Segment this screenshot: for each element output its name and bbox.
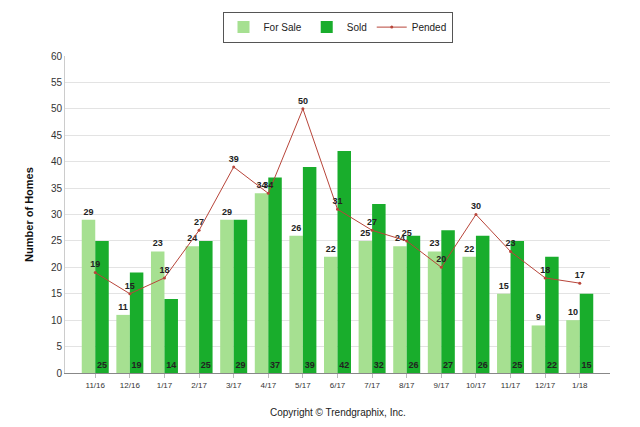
svg-text:1/17: 1/17	[157, 381, 173, 390]
svg-text:18: 18	[540, 265, 550, 275]
svg-text:9/17: 9/17	[434, 381, 450, 390]
svg-text:15: 15	[51, 288, 63, 299]
svg-text:25: 25	[512, 360, 522, 370]
svg-text:26: 26	[291, 223, 301, 233]
svg-text:Pended: Pended	[412, 22, 446, 33]
svg-text:15: 15	[581, 360, 591, 370]
svg-text:27: 27	[443, 360, 453, 370]
svg-text:34: 34	[257, 180, 267, 190]
svg-text:25: 25	[201, 360, 211, 370]
svg-text:7/17: 7/17	[364, 381, 380, 390]
svg-text:27: 27	[194, 217, 204, 227]
svg-text:35: 35	[51, 183, 63, 194]
svg-text:55: 55	[51, 77, 63, 88]
svg-text:39: 39	[229, 154, 239, 164]
svg-text:14: 14	[166, 360, 176, 370]
svg-text:42: 42	[339, 360, 349, 370]
svg-text:11/16: 11/16	[86, 381, 106, 390]
svg-text:37: 37	[270, 360, 280, 370]
svg-text:20: 20	[51, 262, 63, 273]
svg-text:22: 22	[326, 244, 336, 254]
svg-text:31: 31	[332, 196, 342, 206]
svg-text:11/17: 11/17	[501, 381, 521, 390]
svg-text:20: 20	[436, 254, 446, 264]
svg-text:12/17: 12/17	[535, 381, 556, 390]
svg-text:12/16: 12/16	[120, 381, 141, 390]
svg-text:Sold: Sold	[347, 22, 367, 33]
svg-text:22: 22	[547, 360, 557, 370]
svg-text:15: 15	[125, 281, 135, 291]
svg-text:4/17: 4/17	[261, 381, 277, 390]
svg-text:30: 30	[51, 209, 63, 220]
svg-text:23: 23	[506, 238, 516, 248]
svg-text:Number of Homes: Number of Homes	[23, 167, 35, 262]
svg-text:11: 11	[118, 302, 128, 312]
svg-text:50: 50	[51, 103, 63, 114]
svg-text:22: 22	[464, 244, 474, 254]
svg-text:25: 25	[51, 235, 63, 246]
svg-text:6/17: 6/17	[330, 381, 346, 390]
svg-text:10: 10	[51, 315, 63, 326]
svg-text:24: 24	[395, 233, 405, 243]
svg-text:10: 10	[568, 307, 578, 317]
svg-text:29: 29	[235, 360, 245, 370]
svg-text:23: 23	[153, 238, 163, 248]
svg-text:25: 25	[360, 228, 370, 238]
svg-text:1/18: 1/18	[572, 381, 588, 390]
svg-text:29: 29	[222, 207, 232, 217]
svg-text:26: 26	[408, 360, 418, 370]
svg-text:29: 29	[83, 207, 93, 217]
svg-text:19: 19	[132, 360, 142, 370]
svg-text:25: 25	[97, 360, 107, 370]
svg-text:9: 9	[536, 312, 541, 322]
svg-text:25: 25	[402, 228, 412, 238]
svg-text:19: 19	[90, 259, 100, 269]
svg-text:23: 23	[430, 238, 440, 248]
svg-text:17: 17	[575, 270, 585, 280]
svg-text:Copyright © Trendgraphix, Inc.: Copyright © Trendgraphix, Inc.	[270, 407, 406, 418]
svg-text:15: 15	[499, 281, 509, 291]
svg-text:10/17: 10/17	[466, 381, 487, 390]
svg-text:5: 5	[56, 341, 62, 352]
svg-text:34: 34	[263, 180, 273, 190]
svg-text:For Sale: For Sale	[264, 22, 302, 33]
svg-text:27: 27	[367, 217, 377, 227]
svg-text:26: 26	[478, 360, 488, 370]
svg-text:60: 60	[51, 51, 63, 62]
svg-text:24: 24	[187, 233, 197, 243]
svg-text:0: 0	[56, 368, 62, 379]
svg-text:39: 39	[305, 360, 315, 370]
svg-text:3/17: 3/17	[226, 381, 242, 390]
svg-text:2/17: 2/17	[191, 381, 207, 390]
svg-text:8/17: 8/17	[399, 381, 415, 390]
svg-text:30: 30	[471, 201, 481, 211]
svg-text:45: 45	[51, 130, 63, 141]
svg-text:40: 40	[51, 156, 63, 167]
svg-text:32: 32	[374, 360, 384, 370]
svg-text:5/17: 5/17	[295, 381, 311, 390]
svg-text:50: 50	[298, 96, 308, 106]
svg-text:18: 18	[159, 265, 169, 275]
